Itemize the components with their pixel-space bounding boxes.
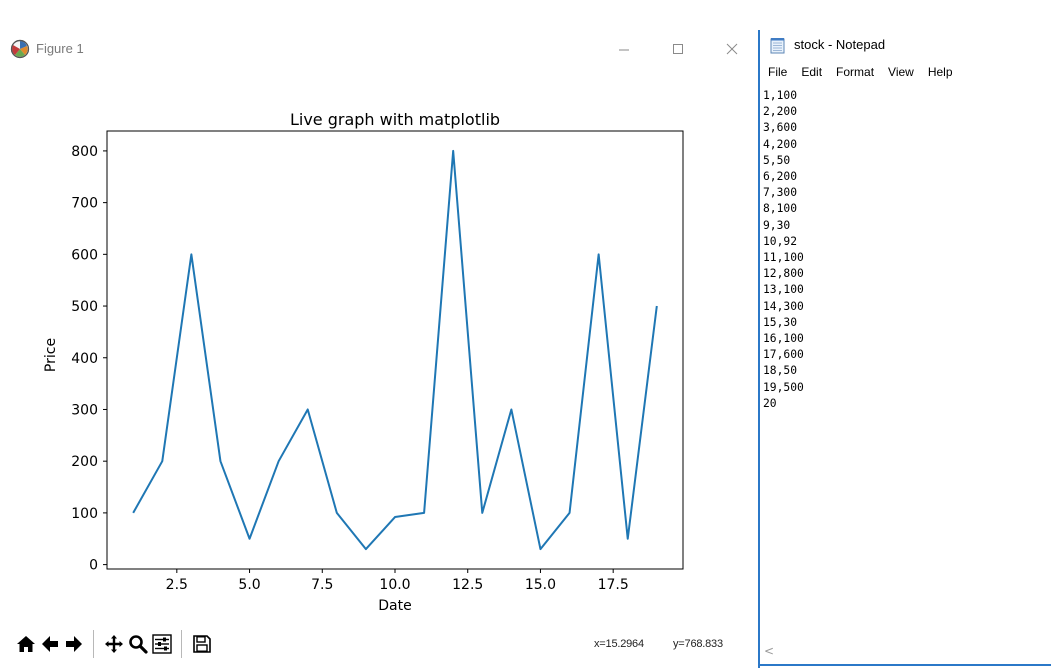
- x-tick-label: 10.0: [379, 577, 410, 593]
- figure-window: [0, 30, 752, 668]
- y-tick-label: 500: [71, 299, 98, 315]
- menu-file[interactable]: File: [768, 65, 788, 79]
- menu-help[interactable]: Help: [927, 65, 953, 79]
- horizontal-scrollbar[interactable]: <: [760, 640, 1051, 664]
- forward-button[interactable]: [62, 629, 85, 659]
- cursor-y-readout: y=768.833: [673, 638, 723, 650]
- home-icon: [16, 636, 35, 652]
- y-tick-label: 0: [89, 558, 98, 574]
- close-icon: [726, 43, 738, 55]
- menu-view[interactable]: View: [888, 65, 914, 79]
- menu-format[interactable]: Format: [836, 65, 875, 79]
- window-title: Figure 1: [36, 41, 84, 56]
- x-tick-label: 15.0: [525, 577, 556, 593]
- x-axis-label: Date: [378, 598, 411, 614]
- plot-axes: 2.5 5.0 7.5 10.0 12.5 15.0 17.5 0 100 200 300 400 50…: [71, 130, 684, 593]
- toolbar-separator: [93, 630, 94, 658]
- menu-edit[interactable]: Edit: [801, 65, 823, 79]
- notepad-text-area[interactable]: 1,100 2,200 3,600 4,200 5,50 6,200 7,300…: [763, 88, 855, 413]
- arrow-left-icon: [41, 636, 58, 652]
- minimize-icon: [619, 49, 629, 51]
- close-button[interactable]: [712, 36, 752, 62]
- navigation-toolbar: [14, 626, 214, 662]
- matplotlib-icon: [10, 39, 30, 59]
- notepad-icon: [770, 37, 785, 54]
- plot-canvas[interactable]: Live graph with matplotlib 2.5 5.0 7.5 10.0…: [0, 90, 752, 620]
- magnifier-icon: [128, 635, 148, 654]
- axes-frame: [106, 130, 684, 570]
- minimize-button[interactable]: [604, 36, 644, 62]
- x-tick-label: 17.5: [598, 577, 629, 593]
- maximize-button[interactable]: [658, 36, 698, 62]
- y-tick-label: 200: [71, 454, 98, 470]
- chart-title: Live graph with matplotlib: [290, 110, 500, 129]
- notepad-title: stock - Notepad: [794, 37, 886, 52]
- series-line: [132, 149, 658, 551]
- home-button[interactable]: [14, 629, 37, 659]
- back-button[interactable]: [38, 629, 61, 659]
- y-tick-label: 700: [71, 196, 98, 212]
- notepad-menubar: File Edit Format View Help: [760, 63, 960, 83]
- y-axis-label: Price: [43, 338, 59, 372]
- toolbar-separator: [181, 630, 182, 658]
- x-tick-label: 5.0: [238, 577, 260, 593]
- x-tick-label: 12.5: [452, 577, 483, 593]
- pan-button[interactable]: [102, 629, 125, 659]
- sliders-icon: [151, 634, 172, 654]
- save-button[interactable]: [190, 629, 213, 659]
- move-icon: [104, 635, 123, 653]
- scroll-left-button[interactable]: <: [764, 644, 775, 658]
- y-tick-label: 600: [71, 247, 98, 263]
- notepad-titlebar[interactable]: stock - Notepad: [760, 32, 1051, 60]
- x-tick-label: 2.5: [166, 577, 188, 593]
- x-tick-label: 7.5: [311, 577, 333, 593]
- arrow-right-icon: [65, 636, 82, 652]
- y-tick-label: 400: [71, 351, 98, 367]
- zoom-button[interactable]: [126, 629, 149, 659]
- y-tick-label: 300: [71, 402, 98, 418]
- notepad-window-border: [760, 664, 1051, 666]
- cursor-x-readout: x=15.2964: [594, 638, 644, 650]
- configure-subplots-button[interactable]: [150, 629, 173, 659]
- y-tick-label: 100: [71, 506, 98, 522]
- figure-titlebar[interactable]: Figure 1: [0, 32, 752, 66]
- y-tick-label: 800: [71, 144, 98, 160]
- notepad-window-border: [758, 30, 760, 668]
- maximize-icon: [673, 44, 683, 54]
- floppy-icon: [192, 635, 211, 653]
